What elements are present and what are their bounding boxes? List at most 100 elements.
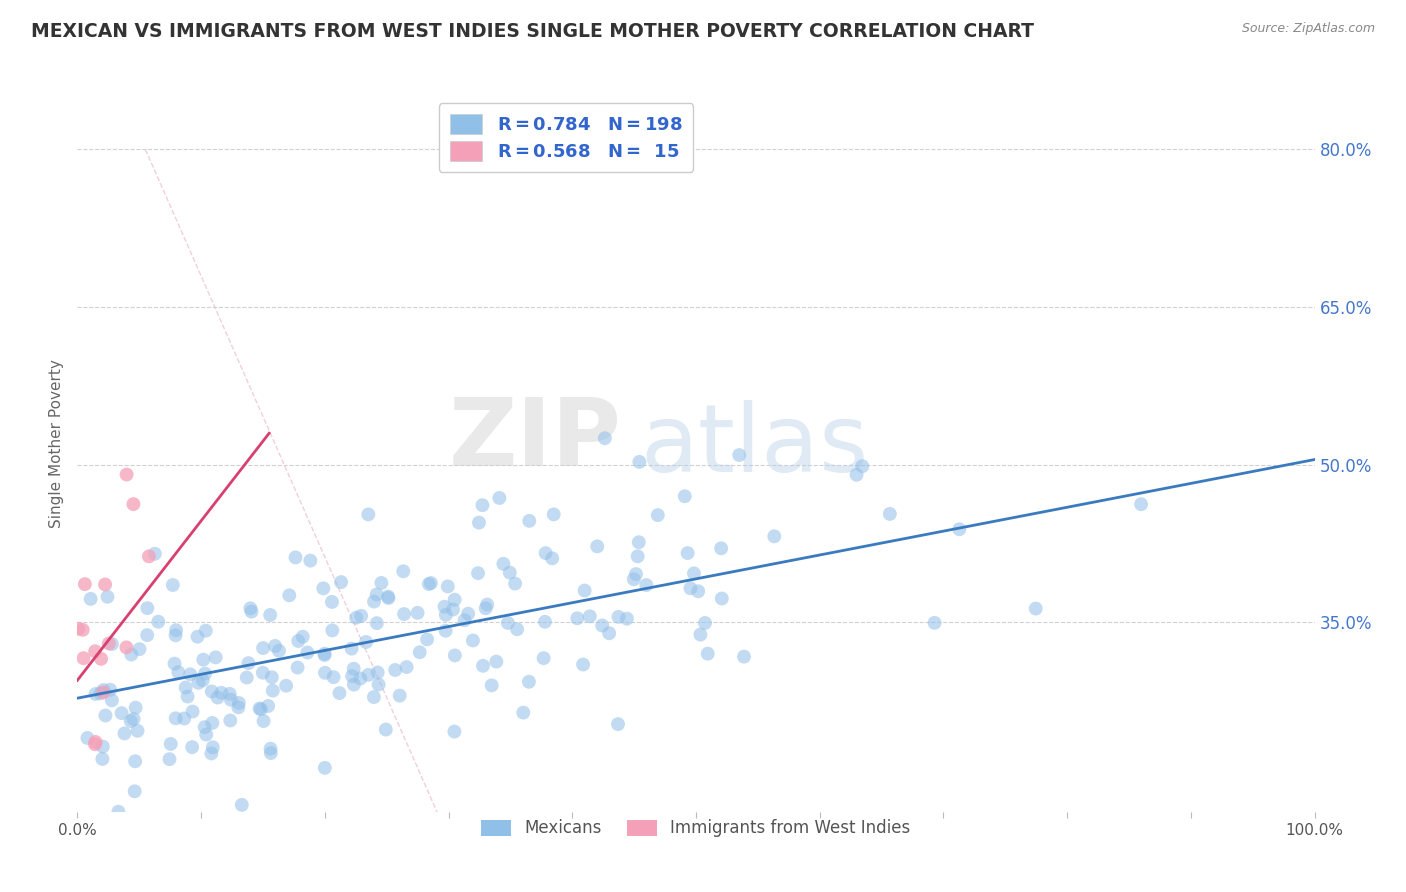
Point (433, 599, 456, 614)
Point (314, 665, 336, 680)
Point (488, 491, 510, 505)
Point (475, 598, 498, 612)
Point (159, 737, 181, 751)
Point (534, 615, 557, 629)
Point (1025, 601, 1047, 615)
Point (276, 679, 298, 693)
Point (201, 684, 224, 698)
Point (321, 624, 343, 638)
Point (374, 723, 396, 737)
Point (136, 628, 159, 642)
Point (443, 592, 465, 607)
Point (165, 711, 187, 725)
Point (165, 628, 187, 642)
Point (474, 601, 496, 615)
Point (207, 690, 229, 705)
Point (710, 541, 733, 556)
Point (314, 647, 336, 661)
Point (235, 671, 257, 685)
Point (204, 650, 226, 665)
Point (138, 549, 160, 564)
Point (91, 752, 114, 766)
Point (543, 508, 565, 522)
Point (676, 546, 699, 560)
Point (124, 700, 146, 714)
Point (419, 576, 441, 591)
Point (260, 670, 283, 684)
Point (159, 752, 181, 766)
Point (287, 634, 309, 648)
Point (195, 727, 218, 741)
Point (623, 572, 645, 586)
Point (200, 747, 222, 761)
Point (366, 587, 388, 601)
Point (176, 690, 198, 704)
Point (231, 797, 253, 812)
Point (181, 705, 204, 719)
Point (683, 566, 706, 581)
Point (418, 577, 440, 591)
Point (363, 594, 385, 608)
Point (467, 566, 489, 581)
Point (201, 715, 224, 730)
Point (457, 607, 479, 621)
Point (239, 601, 262, 615)
Point (416, 632, 439, 647)
Point (297, 646, 319, 660)
Point (461, 633, 484, 648)
Point (443, 724, 465, 739)
Point (91, 739, 114, 754)
Point (163, 657, 186, 671)
Point (287, 660, 309, 674)
Point (328, 686, 350, 700)
Point (343, 662, 366, 676)
Point (436, 579, 458, 593)
Point (444, 648, 467, 663)
Point (534, 546, 557, 560)
Point (174, 681, 197, 695)
Point (395, 660, 418, 674)
Point (688, 584, 710, 599)
Point (72, 651, 94, 665)
Point (506, 622, 529, 636)
Point (616, 612, 638, 626)
Point (252, 665, 274, 680)
Point (567, 611, 589, 625)
Point (91, 685, 114, 699)
Point (84, 687, 107, 701)
Point (647, 508, 669, 522)
Point (607, 610, 630, 624)
Point (240, 605, 263, 619)
Point (845, 467, 868, 482)
Point (481, 678, 503, 692)
Point (228, 696, 250, 710)
Point (84, 737, 107, 751)
Point (111, 706, 134, 720)
Point (673, 489, 696, 503)
Point (249, 701, 271, 715)
Point (186, 630, 208, 644)
Point (278, 588, 301, 602)
Point (120, 648, 142, 662)
Point (377, 591, 399, 605)
Point (187, 675, 209, 690)
Point (363, 690, 385, 704)
Point (434, 624, 457, 638)
Point (252, 641, 274, 656)
Point (349, 672, 371, 686)
Point (314, 761, 336, 775)
Point (384, 663, 406, 677)
Point (512, 706, 534, 720)
Point (533, 651, 555, 665)
Point (264, 639, 287, 653)
Legend: Mexicans, Immigrants from West Indies: Mexicans, Immigrants from West Indies (475, 813, 917, 844)
Point (257, 698, 280, 713)
Point (499, 566, 522, 580)
Point (343, 678, 366, 692)
Point (94, 577, 117, 591)
Point (370, 576, 392, 591)
Point (291, 630, 314, 644)
Point (591, 618, 613, 632)
Point (472, 658, 495, 673)
Point (392, 564, 415, 578)
